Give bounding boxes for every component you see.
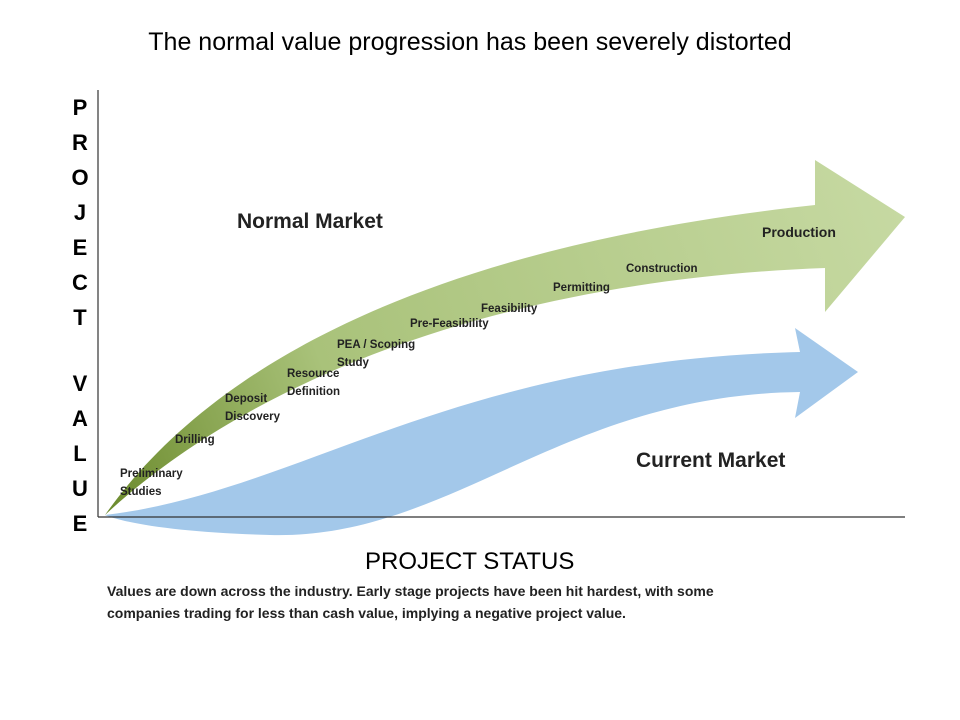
- series-label: Current Market: [636, 449, 786, 472]
- title: The normal value progression has been se…: [148, 28, 792, 56]
- stage-label: Drilling: [175, 434, 215, 446]
- axis-letter: L: [73, 441, 87, 466]
- stage-label: Resource Definition: [287, 368, 341, 398]
- axis-letter: U: [72, 476, 88, 501]
- axis-letter: J: [73, 200, 87, 225]
- stage-label: Pre-Feasibility: [410, 318, 489, 330]
- axis-letter: C: [72, 270, 88, 295]
- axis-letter: T: [73, 305, 87, 330]
- stage-label: Feasibility: [481, 303, 538, 315]
- stage-label: Permitting: [553, 282, 610, 294]
- series-label: Normal Market: [237, 210, 383, 233]
- caption: Values are down across the industry. Ear…: [107, 583, 714, 621]
- current-market-arrow: [105, 328, 858, 536]
- stage-label: Construction: [626, 263, 698, 275]
- axis-letter: V: [72, 371, 88, 396]
- stage-label: Deposit Discovery: [225, 393, 280, 423]
- x-axis-label: PROJECT STATUS: [365, 548, 575, 575]
- axis-letter: E: [72, 511, 88, 536]
- axis-letter: R: [72, 130, 88, 155]
- stage-label: Preliminary Studies: [120, 468, 183, 498]
- stage-label: Production: [762, 224, 836, 240]
- stage-label: PEA / Scoping Study: [337, 339, 416, 369]
- axis-letter: P: [72, 95, 88, 120]
- normal-market-arrow: [105, 160, 905, 515]
- axis-letter: E: [72, 235, 88, 260]
- axis-letter: A: [72, 406, 88, 431]
- axis-letter: O: [71, 165, 89, 190]
